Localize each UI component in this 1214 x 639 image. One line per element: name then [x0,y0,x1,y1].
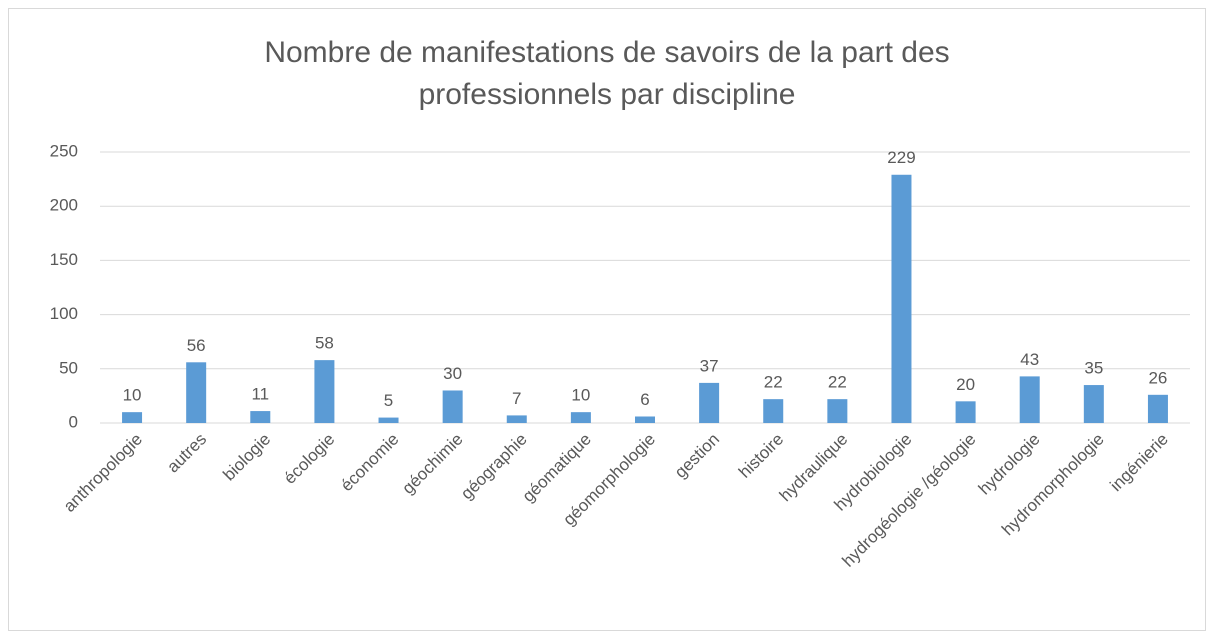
x-tick-label: autres [163,430,210,477]
y-tick-label: 200 [50,196,78,215]
data-label: 5 [384,391,393,410]
data-label: 6 [640,390,649,409]
x-tick-label: biologie [219,430,274,485]
x-tick-label: histoire [735,430,787,482]
bar [891,174,912,423]
x-tick-label: hydrogéologie /géologie [838,430,979,571]
y-tick-label: 150 [50,250,78,269]
x-tick-label: ingénierie [1106,430,1172,496]
bar [763,399,784,423]
data-label: 56 [187,336,206,355]
bar [699,382,720,423]
y-tick-label: 50 [59,358,78,377]
bar [186,362,207,423]
y-tick-label: 250 [50,141,78,160]
bar [1147,394,1168,423]
data-label: 26 [1148,368,1167,387]
x-tick-label: écologie [280,430,338,488]
bar [635,416,655,423]
bar [570,412,591,423]
data-label: 7 [512,389,521,408]
bar [955,401,976,423]
x-tick-label: géochimie [398,430,466,498]
data-label: 10 [571,386,590,405]
data-label: 11 [251,385,269,404]
x-tick-label: économie [337,430,403,496]
data-label: 10 [123,386,142,405]
data-label: 22 [828,373,847,392]
bar [122,412,143,423]
bar [442,390,463,423]
y-tick-label: 100 [50,304,78,323]
x-tick-label: anthropologie [60,430,146,516]
chart-border [8,8,1206,631]
y-tick-label: 0 [69,412,78,431]
bar [827,399,848,423]
data-label: 20 [956,375,975,394]
bar [378,417,399,423]
data-label: 30 [443,364,462,383]
chart-title: Nombre de manifestations de savoirs de l… [264,36,950,111]
x-tick-label: gestion [671,430,723,482]
bar [506,415,527,423]
data-label: 58 [315,334,334,353]
bar [1083,385,1104,423]
x-tick-label: hydrologie [975,430,1044,499]
data-label: 37 [700,356,719,375]
data-label: 43 [1020,350,1039,369]
bar [250,411,271,423]
data-label: 35 [1084,359,1103,378]
bar [1019,376,1040,423]
data-label: 22 [764,373,783,392]
data-label: 229 [887,148,915,167]
bar [314,360,335,423]
